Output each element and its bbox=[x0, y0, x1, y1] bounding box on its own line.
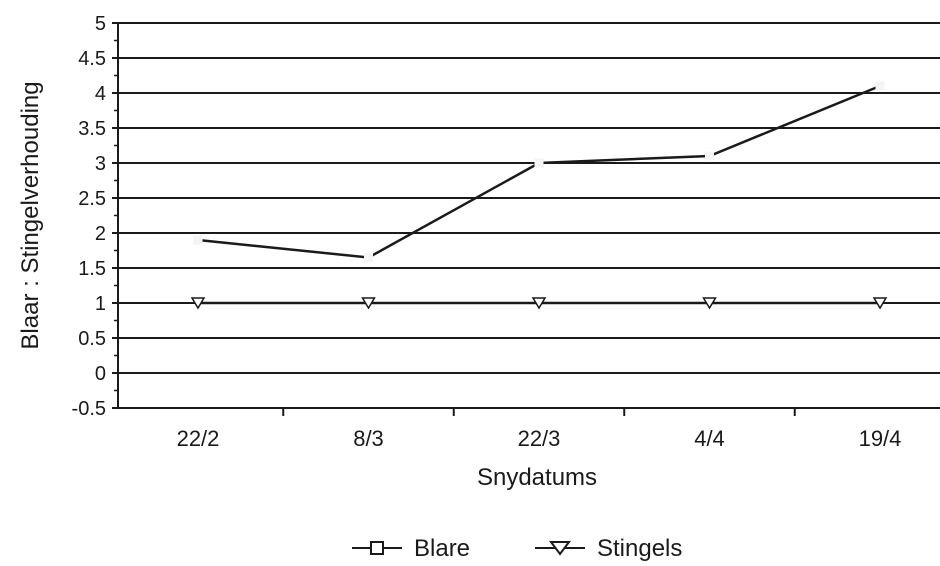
y-tick-label: 3.5 bbox=[78, 118, 106, 140]
point-stingels-3 bbox=[702, 297, 717, 310]
y-tick-label: 0.5 bbox=[78, 328, 106, 350]
legend-item-stingels: Stingels bbox=[535, 535, 682, 562]
point-blare-0 bbox=[193, 235, 203, 245]
point-blare-4 bbox=[875, 81, 885, 91]
point-stingels-2 bbox=[531, 297, 547, 310]
y-tick-label: 2.5 bbox=[78, 188, 106, 210]
x-tick-label: 22/2 bbox=[177, 426, 220, 451]
y-tick-label: 1.5 bbox=[78, 258, 106, 280]
x-axis-title: Snydatums bbox=[477, 464, 597, 491]
y-tick-label: 5 bbox=[95, 13, 106, 35]
y-tick-label: 1 bbox=[95, 293, 106, 315]
y-axis-title: Blaar : Stingelverhouding bbox=[17, 81, 44, 349]
legend: Blare Stingels bbox=[352, 535, 682, 562]
point-stingels-0 bbox=[190, 297, 206, 310]
legend-square-marker-icon bbox=[370, 541, 384, 555]
point-blare-2 bbox=[534, 158, 544, 168]
y-tick-label: 2 bbox=[95, 223, 106, 245]
y-tick-label: 3 bbox=[95, 153, 106, 175]
point-blare-1 bbox=[364, 253, 373, 262]
x-tick-label: 22/3 bbox=[518, 426, 561, 451]
legend-item-blare: Blare bbox=[352, 535, 470, 562]
y-tick-label: 0 bbox=[95, 363, 106, 385]
legend-triangle-marker-icon bbox=[549, 541, 571, 556]
series-line-blare bbox=[197, 84, 881, 259]
x-tick-label: 19/4 bbox=[859, 426, 902, 451]
point-stingels-4 bbox=[872, 297, 888, 310]
x-tick-label: 4/4 bbox=[694, 426, 725, 451]
y-ticks: -0.5 0 0.5 1 1.5 2 2.5 3 3.5 4 4.5 5 bbox=[72, 13, 118, 420]
point-blare-3 bbox=[705, 151, 714, 161]
y-tick-label: 4.5 bbox=[78, 48, 106, 70]
gridlines bbox=[118, 22, 940, 374]
legend-label-stingels: Stingels bbox=[597, 535, 682, 562]
legend-label-blare: Blare bbox=[414, 535, 470, 562]
y-tick-label: 4 bbox=[95, 83, 106, 105]
x-tick-label: 8/3 bbox=[353, 426, 384, 451]
point-stingels-1 bbox=[361, 297, 376, 310]
y-tick-label: -0.5 bbox=[72, 398, 106, 420]
series-group bbox=[190, 81, 888, 310]
x-ticks: 22/2 8/3 22/3 4/4 19/4 bbox=[177, 408, 902, 451]
